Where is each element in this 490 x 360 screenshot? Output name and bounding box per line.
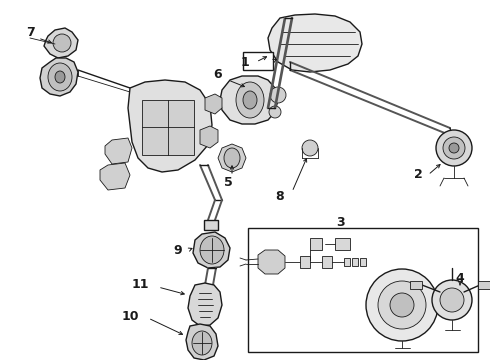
Ellipse shape — [302, 140, 318, 156]
Ellipse shape — [269, 106, 281, 118]
Bar — [360, 258, 366, 266]
Ellipse shape — [236, 82, 264, 118]
Ellipse shape — [270, 87, 286, 103]
Ellipse shape — [366, 269, 438, 341]
Text: 6: 6 — [214, 68, 222, 81]
Text: 4: 4 — [456, 271, 465, 284]
Ellipse shape — [449, 143, 459, 153]
Polygon shape — [268, 14, 362, 72]
Text: 10: 10 — [121, 310, 139, 323]
Text: 5: 5 — [223, 175, 232, 189]
Ellipse shape — [48, 63, 72, 91]
Bar — [322, 256, 332, 268]
Text: 1: 1 — [241, 55, 249, 68]
Polygon shape — [128, 80, 212, 172]
Bar — [300, 256, 310, 268]
Text: 11: 11 — [131, 278, 149, 291]
Polygon shape — [186, 324, 218, 360]
Ellipse shape — [378, 281, 426, 329]
Bar — [248, 228, 478, 352]
Polygon shape — [105, 138, 132, 164]
Bar — [344, 258, 350, 266]
Text: 3: 3 — [336, 216, 344, 229]
Polygon shape — [44, 28, 78, 58]
Polygon shape — [218, 144, 246, 172]
Bar — [410, 281, 422, 289]
Text: 9: 9 — [173, 243, 182, 256]
Polygon shape — [193, 232, 230, 268]
Polygon shape — [220, 76, 278, 124]
Ellipse shape — [200, 236, 224, 264]
Ellipse shape — [443, 137, 465, 159]
Polygon shape — [200, 126, 218, 148]
Bar — [243, 52, 273, 70]
Ellipse shape — [390, 293, 414, 317]
Polygon shape — [40, 58, 78, 96]
Text: 7: 7 — [25, 26, 34, 39]
Bar — [310, 238, 322, 250]
Polygon shape — [100, 163, 130, 190]
Bar — [335, 238, 350, 250]
Bar — [478, 281, 490, 289]
Ellipse shape — [55, 71, 65, 83]
Ellipse shape — [243, 91, 257, 109]
Ellipse shape — [224, 148, 240, 168]
Ellipse shape — [432, 280, 472, 320]
Bar — [352, 258, 358, 266]
Ellipse shape — [53, 34, 71, 52]
Polygon shape — [258, 250, 285, 274]
Polygon shape — [205, 94, 222, 114]
Bar — [142, 100, 194, 155]
Bar — [204, 220, 218, 230]
Polygon shape — [188, 283, 222, 326]
Text: 8: 8 — [276, 189, 284, 202]
Ellipse shape — [440, 288, 464, 312]
Ellipse shape — [436, 130, 472, 166]
Ellipse shape — [192, 331, 212, 355]
Text: 2: 2 — [414, 168, 422, 181]
